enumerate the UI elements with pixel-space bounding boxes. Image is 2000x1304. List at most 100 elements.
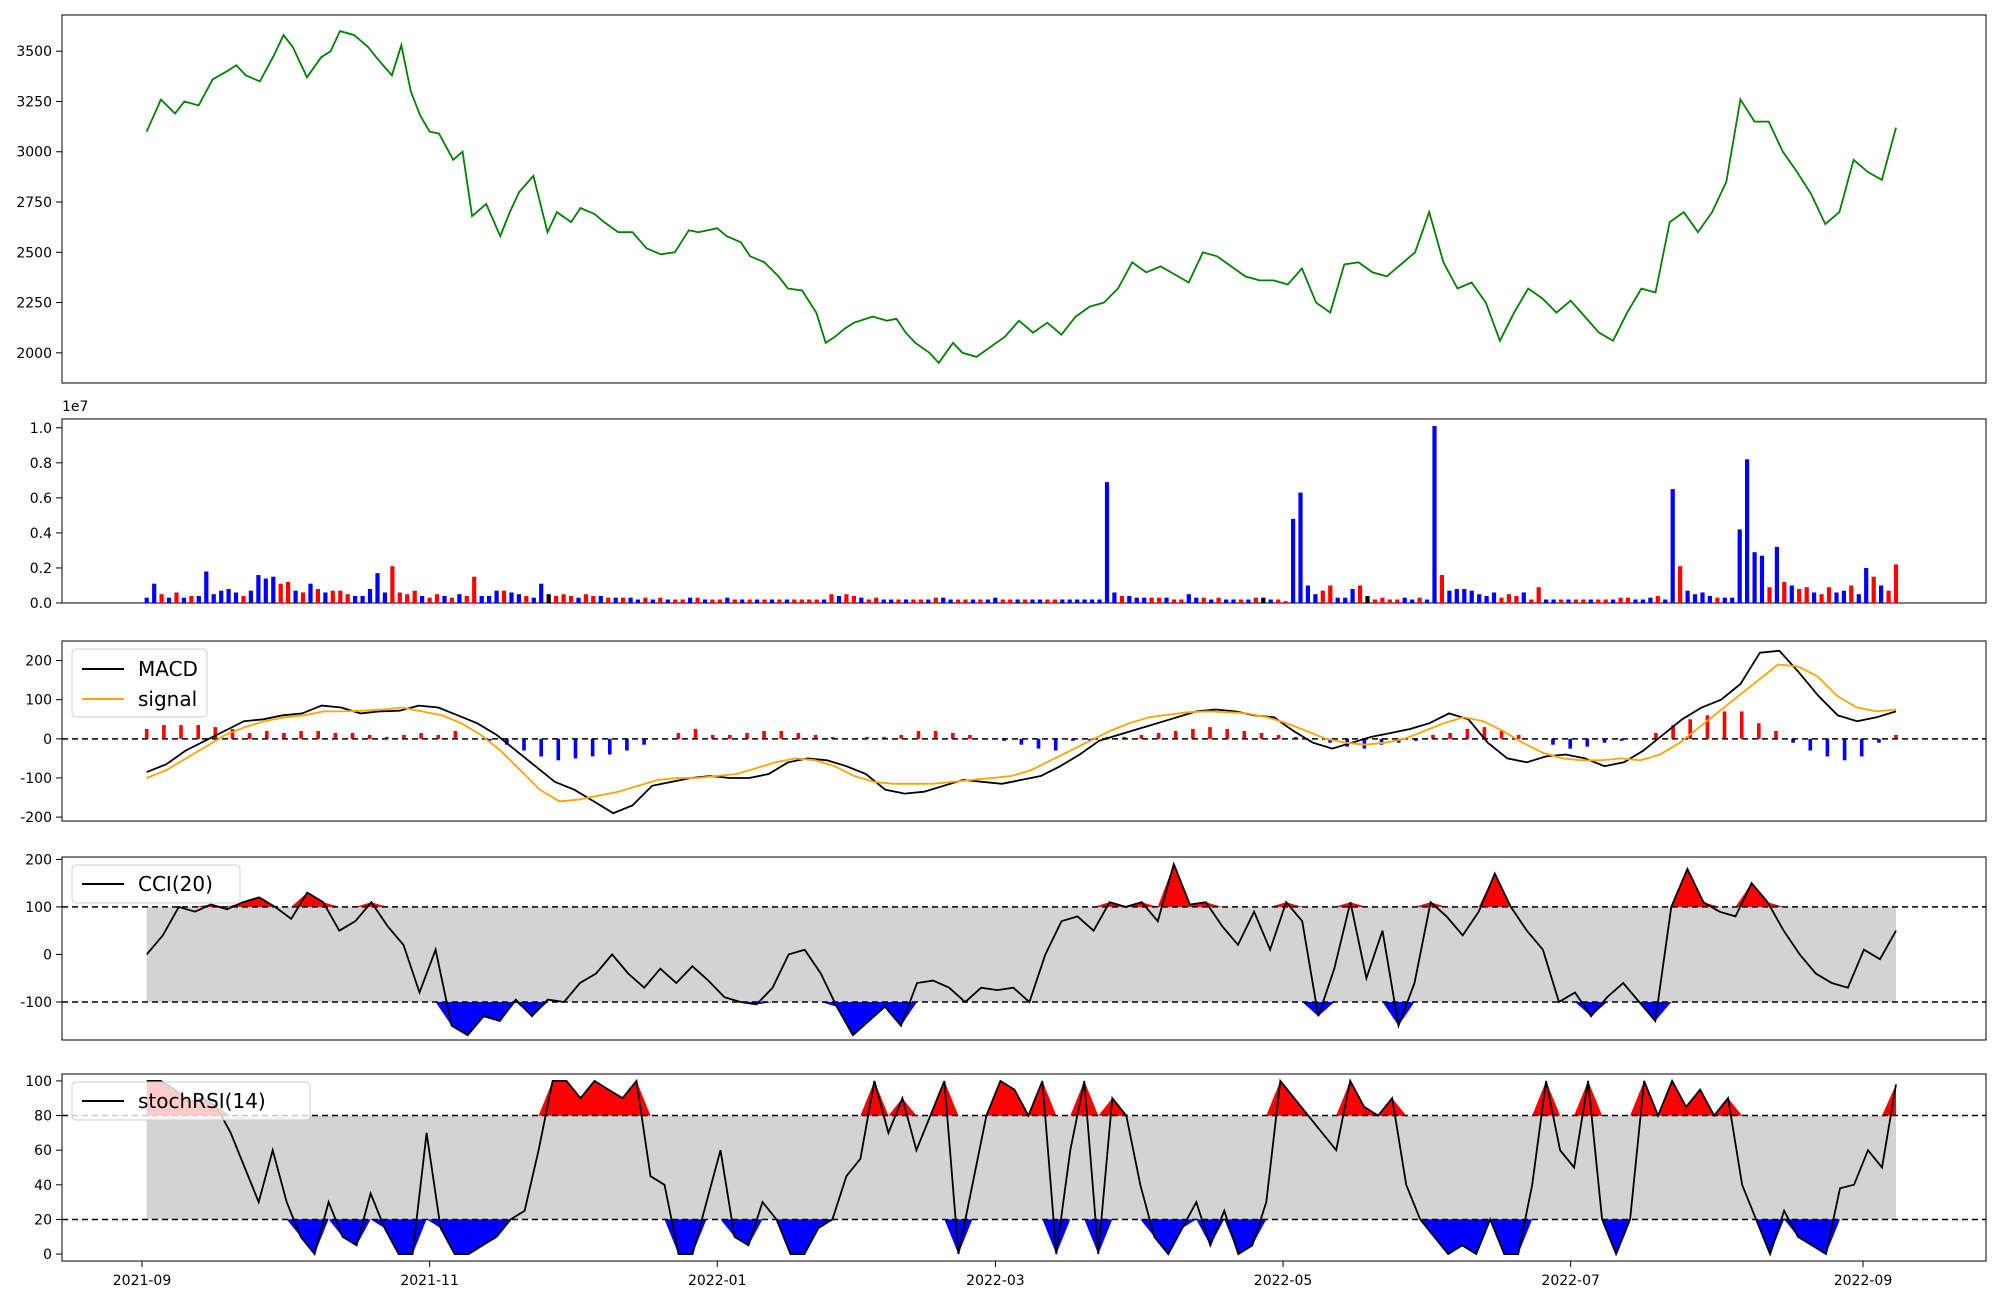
- volume-bar: [665, 599, 670, 603]
- volume-bar: [323, 592, 328, 603]
- volume-bar: [948, 599, 953, 603]
- volume-bar: [1343, 597, 1348, 603]
- plot-frame: [61, 14, 1987, 384]
- volume-bar: [1551, 599, 1556, 603]
- volume-bar: [836, 596, 842, 603]
- volume-bar: [1581, 599, 1586, 603]
- macd-histogram-bar: [1619, 738, 1624, 741]
- volume-bar: [859, 597, 864, 603]
- volume-bar: [1715, 597, 1720, 603]
- volume-bar: [941, 597, 946, 603]
- volume-bar: [1640, 599, 1645, 603]
- volume-bar: [1469, 590, 1474, 603]
- macd-histogram-bar: [865, 736, 869, 739]
- macd-histogram-bar: [1739, 711, 1744, 739]
- volume-bar: [1015, 599, 1020, 603]
- macd-histogram-bar: [230, 729, 235, 739]
- volume-bar: [1529, 599, 1534, 603]
- volume-bar: [695, 597, 700, 603]
- volume-bar: [1826, 587, 1832, 603]
- volume-bar: [889, 599, 894, 603]
- volume-bar: [1812, 592, 1817, 603]
- volume-bar: [472, 576, 477, 603]
- volume-bar: [874, 597, 879, 603]
- volume-bar: [1365, 596, 1370, 603]
- macd-histogram-bar: [522, 738, 526, 751]
- indicator-line: [146, 861, 1897, 1037]
- macd-histogram-bar: [539, 738, 543, 757]
- macd-histogram-bar: [933, 731, 938, 739]
- macd-histogram-bar: [505, 738, 509, 745]
- y-tick-label: 3000: [16, 145, 52, 161]
- macd-histogram-bar: [693, 729, 698, 739]
- legend: CCI(20): [71, 864, 241, 904]
- volume-bar: [300, 592, 306, 603]
- volume-bar: [271, 576, 276, 603]
- macd-histogram-bar: [419, 733, 423, 739]
- volume-bar: [1395, 599, 1400, 603]
- volume-bar: [1082, 599, 1087, 603]
- macd-histogram-bar: [162, 725, 166, 739]
- volume-bar: [1142, 597, 1147, 603]
- volume-bar: [1625, 597, 1631, 603]
- volume-bar: [1700, 592, 1705, 603]
- volume-bar: [1052, 599, 1057, 603]
- band-fill: [146, 1115, 1897, 1220]
- macd-histogram-bar: [1774, 731, 1778, 739]
- macd-histogram-bar: [676, 733, 681, 739]
- volume-bar: [1238, 599, 1244, 603]
- volume-bar: [1276, 599, 1281, 603]
- volume-bar: [353, 596, 358, 603]
- volume-bar: [933, 597, 938, 603]
- y-tick-label: 100: [25, 693, 52, 709]
- macd-histogram-bar: [1465, 729, 1470, 739]
- macd-histogram-bar: [1362, 738, 1367, 749]
- macd-histogram-bar: [1036, 738, 1041, 749]
- volume-bar: [1320, 590, 1325, 603]
- volume-bar: [1097, 599, 1102, 603]
- macd-histogram-bar: [968, 734, 972, 739]
- volume-scale-label: 1e7: [62, 399, 88, 415]
- volume-bar: [1268, 599, 1273, 603]
- volume-bar: [1454, 589, 1459, 603]
- volume-bar: [501, 590, 507, 603]
- macd-histogram-bar: [1019, 738, 1024, 745]
- oversold-fill: [146, 1219, 1897, 1255]
- y-tick-label: 2250: [16, 296, 52, 312]
- volume-bar: [1104, 482, 1110, 603]
- volume-bar: [732, 599, 737, 603]
- volume-bar: [1879, 585, 1884, 603]
- macd-histogram-bar: [1568, 738, 1572, 749]
- volume-bar: [1633, 599, 1638, 603]
- y-tick-label: 1.0: [30, 421, 52, 437]
- macd-histogram-bar: [144, 729, 149, 739]
- x-tick-label: 2021-09: [113, 1273, 172, 1289]
- volume-bar: [397, 592, 402, 603]
- volume-bar: [717, 599, 722, 603]
- macd-series-line: [146, 649, 1897, 815]
- volume-bar: [1209, 599, 1214, 603]
- volume-bar: [546, 594, 551, 603]
- overbought-fill: [146, 1080, 1897, 1116]
- volume-bar: [367, 589, 373, 603]
- y-tick-label: 20: [34, 1212, 52, 1228]
- volume-bar: [673, 599, 678, 603]
- volume-bar: [1231, 599, 1236, 603]
- volume-bar: [1000, 599, 1005, 603]
- y-tick-label: 2500: [16, 245, 52, 261]
- volume-bar: [516, 594, 521, 603]
- volume-bar: [1261, 597, 1266, 603]
- macd-histogram-bar: [1859, 738, 1864, 757]
- y-tick-label: 0: [43, 947, 52, 963]
- volume-bar: [152, 583, 157, 603]
- macd-histogram-bar: [1602, 738, 1607, 743]
- plot-frame: [61, 418, 1987, 604]
- volume-bar: [1491, 592, 1497, 603]
- volume-bar: [829, 594, 834, 603]
- volume-bar: [822, 599, 827, 603]
- volume-bar: [896, 599, 901, 603]
- volume-bar: [1134, 597, 1139, 603]
- volume-bar: [1194, 597, 1199, 603]
